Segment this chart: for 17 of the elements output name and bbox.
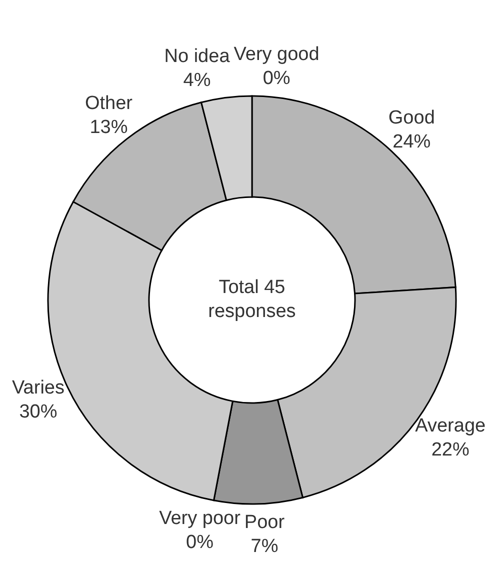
data-label: 22% xyxy=(431,440,470,461)
text: 0% xyxy=(186,532,214,553)
data-label: 7% xyxy=(250,536,278,557)
data-label: 24% xyxy=(392,131,431,152)
category-label: Very good xyxy=(234,44,320,65)
data-label: 4% xyxy=(183,70,211,91)
data-label: 30% xyxy=(19,402,58,423)
slice-label: Varies xyxy=(12,378,64,399)
slice-label: Other xyxy=(84,93,134,114)
text: 0% xyxy=(262,68,290,89)
slice-label: Good xyxy=(388,107,435,128)
slice-label: Poor xyxy=(244,512,286,533)
category-label: Very poor xyxy=(159,508,240,529)
data-label: 13% xyxy=(90,117,128,138)
text: Total 45 responses xyxy=(207,276,297,324)
slice-label: Average xyxy=(415,416,486,437)
slice-label: No idea xyxy=(164,46,230,67)
